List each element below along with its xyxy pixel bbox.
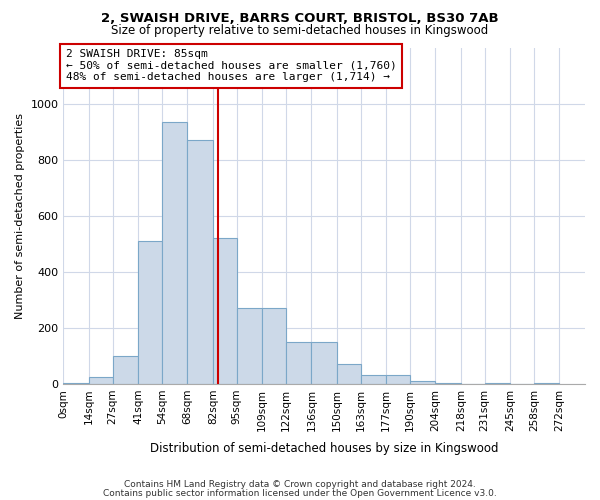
Bar bbox=[262, 308, 286, 384]
Text: Contains public sector information licensed under the Open Government Licence v3: Contains public sector information licen… bbox=[103, 490, 497, 498]
Bar bbox=[89, 377, 113, 384]
Text: 2 SWAISH DRIVE: 85sqm
← 50% of semi-detached houses are smaller (1,760)
48% of s: 2 SWAISH DRIVE: 85sqm ← 50% of semi-deta… bbox=[66, 49, 397, 82]
Bar bbox=[485, 382, 510, 384]
Bar bbox=[436, 382, 461, 384]
Bar bbox=[337, 364, 361, 384]
Bar bbox=[64, 382, 89, 384]
Bar bbox=[534, 382, 559, 384]
Bar bbox=[286, 342, 311, 384]
Bar bbox=[162, 122, 187, 384]
Bar bbox=[386, 376, 410, 384]
Bar bbox=[361, 376, 386, 384]
Bar bbox=[187, 140, 213, 384]
Bar bbox=[138, 241, 162, 384]
X-axis label: Distribution of semi-detached houses by size in Kingswood: Distribution of semi-detached houses by … bbox=[150, 442, 499, 455]
Text: Size of property relative to semi-detached houses in Kingswood: Size of property relative to semi-detach… bbox=[112, 24, 488, 37]
Text: Contains HM Land Registry data © Crown copyright and database right 2024.: Contains HM Land Registry data © Crown c… bbox=[124, 480, 476, 489]
Bar bbox=[410, 381, 436, 384]
Bar bbox=[311, 342, 337, 384]
Text: 2, SWAISH DRIVE, BARRS COURT, BRISTOL, BS30 7AB: 2, SWAISH DRIVE, BARRS COURT, BRISTOL, B… bbox=[101, 12, 499, 26]
Y-axis label: Number of semi-detached properties: Number of semi-detached properties bbox=[15, 112, 25, 318]
Bar bbox=[213, 238, 236, 384]
Bar bbox=[113, 356, 138, 384]
Bar bbox=[236, 308, 262, 384]
